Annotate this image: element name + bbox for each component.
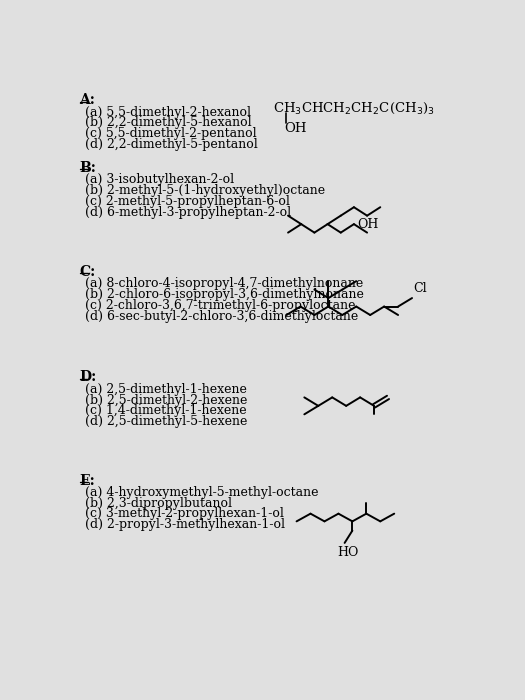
Text: OH: OH (357, 218, 379, 230)
Text: (b) 2-chloro-6-isopropyl-3,6-dimethylnonane: (b) 2-chloro-6-isopropyl-3,6-dimethylnon… (85, 288, 364, 301)
Text: (b) 2,2-dimethyl-5-hexanol: (b) 2,2-dimethyl-5-hexanol (85, 116, 251, 130)
Text: (a) 5,5-dimethyl-2-hexanol: (a) 5,5-dimethyl-2-hexanol (85, 106, 251, 118)
Text: (c) 3-methyl-2-propylhexan-1-ol: (c) 3-methyl-2-propylhexan-1-ol (85, 508, 284, 521)
Text: (c) 2-chloro-3,6,7-trimethyl-6-propyloctane: (c) 2-chloro-3,6,7-trimethyl-6-propyloct… (85, 299, 355, 312)
Text: (d) 2-propyl-3-methylhexan-1-ol: (d) 2-propyl-3-methylhexan-1-ol (85, 518, 285, 531)
Text: (a) 4-hydroxymethyl-5-methyl-octane: (a) 4-hydroxymethyl-5-methyl-octane (85, 486, 319, 499)
Text: (a) 3-isobutylhexan-2-ol: (a) 3-isobutylhexan-2-ol (85, 174, 234, 186)
Text: B:: B: (80, 161, 97, 175)
Text: (c) 2-methyl-5-propylheptan-6-ol: (c) 2-methyl-5-propylheptan-6-ol (85, 195, 290, 208)
Text: (a) 8-chloro-4-isopropyl-4,7-dimethylnonane: (a) 8-chloro-4-isopropyl-4,7-dimethylnon… (85, 277, 363, 290)
Text: OH: OH (284, 122, 307, 136)
Text: D:: D: (80, 370, 97, 384)
Text: (b) 2-methyl-5-(1-hydroxyethyl)octane: (b) 2-methyl-5-(1-hydroxyethyl)octane (85, 184, 325, 197)
Text: Cl: Cl (414, 282, 427, 295)
Text: E:: E: (80, 474, 96, 488)
Text: (d) 6-sec-butyl-2-chloro-3,6-dimethyloctane: (d) 6-sec-butyl-2-chloro-3,6-dimethyloct… (85, 309, 358, 323)
Text: (c) 1,4-dimethyl-1-hexene: (c) 1,4-dimethyl-1-hexene (85, 405, 247, 417)
Text: A:: A: (80, 93, 96, 107)
Text: C:: C: (80, 265, 96, 279)
Text: (d) 6-methyl-3-propylheptan-2-ol: (d) 6-methyl-3-propylheptan-2-ol (85, 206, 291, 218)
Text: (b) 2,3-dipropylbutanol: (b) 2,3-dipropylbutanol (85, 497, 232, 510)
Text: CH$_3$CHCH$_2$CH$_2$C(CH$_3$)$_3$: CH$_3$CHCH$_2$CH$_2$C(CH$_3$)$_3$ (274, 101, 435, 116)
Text: (d) 2,2-dimethyl-5-pentanol: (d) 2,2-dimethyl-5-pentanol (85, 138, 258, 151)
Text: HO: HO (337, 546, 358, 559)
Text: (b) 2,5-dimethyl-2-hexene: (b) 2,5-dimethyl-2-hexene (85, 393, 247, 407)
Text: (d) 2,5-dimethyl-5-hexene: (d) 2,5-dimethyl-5-hexene (85, 415, 247, 428)
Text: (a) 2,5-dimethyl-1-hexene: (a) 2,5-dimethyl-1-hexene (85, 383, 247, 395)
Text: (c) 5,5-dimethyl-2-pentanol: (c) 5,5-dimethyl-2-pentanol (85, 127, 257, 140)
